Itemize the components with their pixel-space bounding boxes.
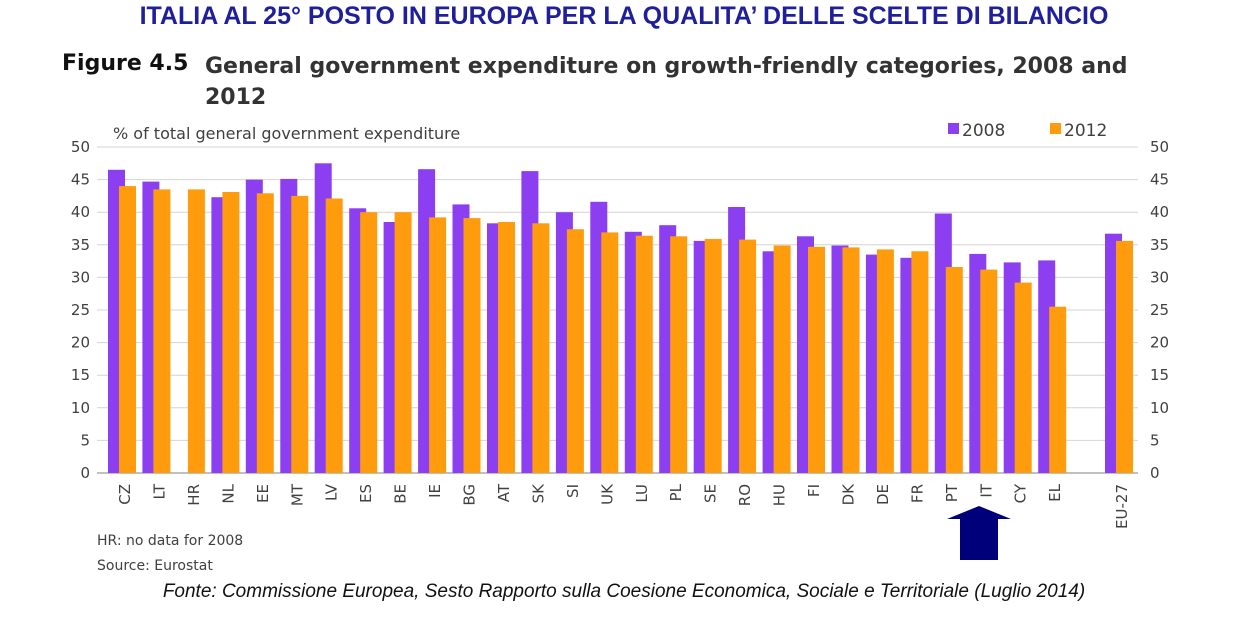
- bar-ro-2012: [739, 239, 757, 473]
- y-tick-label-right: 20: [1150, 334, 1169, 352]
- y-tick-label-left: 40: [71, 203, 90, 221]
- bar-fr-2012: [911, 251, 929, 473]
- y-tick-label-right: 45: [1150, 171, 1169, 189]
- footnote-source: Source: Eurostat: [97, 558, 213, 574]
- bar-pt-2012: [945, 267, 963, 473]
- x-tick-label-lt: LT: [150, 483, 168, 499]
- bar-si-2012: [566, 229, 584, 473]
- y-tick-label-right: 0: [1150, 464, 1160, 482]
- bar-bg-2012: [463, 218, 481, 473]
- footnote-hr: HR: no data for 2008: [97, 533, 243, 549]
- y-tick-label-left: 20: [71, 334, 90, 352]
- x-tick-label-eu-27: EU-27: [1113, 484, 1131, 529]
- x-tick-label-be: BE: [392, 484, 410, 504]
- bar-it-2012: [980, 269, 998, 473]
- legend-label-2008: 2008: [962, 121, 1005, 141]
- y-tick-label-right: 30: [1150, 268, 1169, 286]
- x-tick-label-hr: HR: [185, 484, 203, 506]
- x-tick-label-ee: EE: [254, 484, 272, 503]
- x-tick-label-it: IT: [977, 483, 995, 497]
- bar-sk-2012: [532, 223, 550, 473]
- y-tick-label-right: 10: [1150, 399, 1169, 417]
- bar-de-2012: [876, 249, 894, 473]
- y-tick-label-right: 15: [1150, 366, 1169, 384]
- y-tick-label-left: 45: [71, 171, 90, 189]
- x-tick-label-pt: PT: [943, 483, 961, 502]
- figure-label: Figure 4.5: [62, 51, 189, 76]
- x-tick-label-ie: IE: [426, 484, 444, 498]
- bar-hr-2012: [187, 189, 205, 473]
- y-axis-label: % of total general government expenditur…: [113, 124, 460, 143]
- x-tick-label-si: SI: [564, 484, 582, 498]
- bar-cz-2012: [119, 186, 136, 473]
- x-tick-label-cz: CZ: [116, 484, 134, 505]
- bar-uk-2012: [601, 232, 619, 473]
- x-tick-label-es: ES: [357, 484, 375, 503]
- bar-ie-2012: [429, 217, 447, 473]
- x-tick-label-se: SE: [702, 484, 720, 503]
- x-tick-label-ro: RO: [736, 484, 754, 506]
- bar-eu-27-2012: [1116, 240, 1133, 473]
- x-tick-label-lu: LU: [633, 484, 651, 503]
- x-tick-label-mt: MT: [288, 483, 306, 506]
- bar-hu-2012: [773, 245, 791, 473]
- x-tick-label-fr: FR: [908, 484, 926, 503]
- y-tick-label-left: 30: [71, 268, 90, 286]
- y-ticks-right: 0 5 10 15 20 25 30 35 40 45 50: [1150, 138, 1169, 482]
- y-tick-label-left: 35: [71, 236, 90, 254]
- y-tick-label-right: 35: [1150, 236, 1169, 254]
- y-tick-label-left: 0: [80, 464, 90, 482]
- y-tick-label-left: 10: [71, 399, 90, 417]
- x-tick-label-sk: SK: [529, 483, 547, 504]
- bar-nl-2012: [222, 192, 240, 473]
- y-tick-label-right: 25: [1150, 301, 1169, 319]
- y-tick-label-right: 40: [1150, 203, 1169, 221]
- bars: [108, 163, 1133, 474]
- bar-ee-2012: [256, 193, 274, 474]
- x-tick-label-cy: CY: [1012, 483, 1030, 503]
- bar-fi-2012: [808, 246, 825, 473]
- source-citation: Fonte: Commissione Europea, Sesto Rappor…: [162, 581, 1086, 602]
- bar-lu-2012: [635, 235, 653, 473]
- y-ticks-left: 0 5 10 15 20 25 30 35 40 45 50: [71, 138, 90, 482]
- legend-swatch-2012: [1050, 123, 1061, 134]
- legend-label-2012: 2012: [1064, 121, 1107, 141]
- y-tick-label-left: 5: [80, 431, 90, 449]
- bar-el-2012: [1049, 306, 1067, 473]
- y-tick-label-left: 25: [71, 301, 90, 319]
- x-tick-label-bg: BG: [461, 484, 479, 506]
- x-tick-labels: CZ LT HR NL EE MT LV ES BE IE BG AT SK SI UK LU PL SE RO HU…: [116, 483, 1131, 529]
- x-tick-label-dk: DK: [840, 483, 858, 506]
- x-tick-label-nl: NL: [219, 483, 237, 503]
- highlight-arrow-icon: [947, 506, 1011, 560]
- bar-se-2012: [704, 238, 722, 473]
- figure-title: General government expenditure on growth…: [205, 54, 1128, 110]
- y-tick-label-right: 5: [1150, 431, 1160, 449]
- y-tick-label-left: 15: [71, 366, 90, 384]
- bar-cy-2012: [1014, 282, 1032, 473]
- legend: 2008 2012: [948, 121, 1107, 141]
- x-tick-label-pl: PL: [667, 483, 685, 501]
- x-tick-label-at: AT: [495, 483, 513, 502]
- bar-es-2012: [360, 212, 378, 473]
- x-tick-label-fi: FI: [805, 484, 823, 497]
- bar-be-2012: [394, 212, 412, 473]
- bar-mt-2012: [291, 195, 309, 473]
- x-tick-label-uk: UK: [598, 483, 616, 505]
- x-tick-label-el: EL: [1046, 483, 1064, 501]
- y-tick-label-left: 50: [71, 138, 90, 156]
- bar-lt-2012: [153, 189, 171, 473]
- x-tick-label-lv: LV: [323, 483, 341, 501]
- headline: ITALIA AL 25° POSTO IN EUROPA PER LA QUA…: [139, 2, 1109, 30]
- bar-dk-2012: [842, 247, 860, 473]
- x-tick-label-hu: HU: [771, 484, 789, 506]
- bar-at-2012: [498, 222, 515, 473]
- x-tick-label-de: DE: [874, 484, 892, 505]
- bar-pl-2012: [670, 236, 688, 473]
- y-tick-label-right: 50: [1150, 138, 1169, 156]
- bar-lv-2012: [325, 198, 343, 473]
- legend-swatch-2008: [948, 123, 959, 134]
